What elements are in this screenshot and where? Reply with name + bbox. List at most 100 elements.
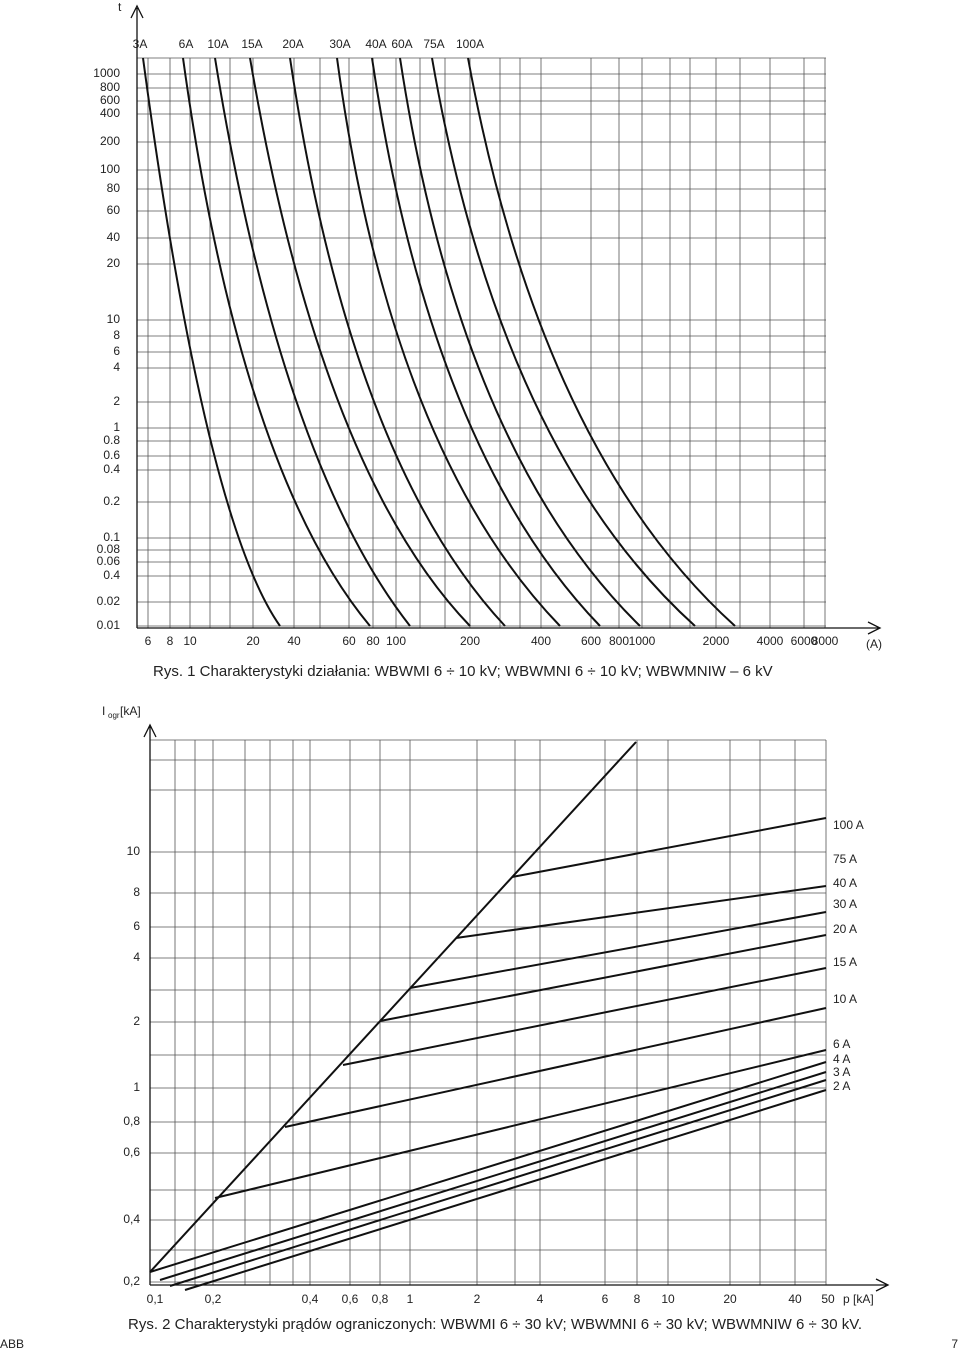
y-tick-label: 40 (107, 230, 121, 244)
axis-unit: p [kA] (843, 1292, 874, 1306)
curve (289, 57, 506, 627)
y-tick-label: 20 (107, 256, 121, 270)
curve-label: 4 A (833, 1052, 850, 1066)
x-tick-label: 40 (788, 1292, 802, 1306)
axis-unit: [kA] (120, 704, 141, 718)
axis-unit: (A) (866, 637, 882, 651)
curve (149, 741, 637, 1273)
curve (336, 57, 561, 627)
x-tick-label: 80 (366, 634, 380, 648)
curve-label: 3A (133, 37, 148, 51)
curve (431, 57, 696, 627)
y-tick-label: 1 (133, 1080, 140, 1094)
curve-label: 6 A (833, 1037, 850, 1051)
x-tick-label: 8000 (812, 634, 839, 648)
x-tick-label: 0,2 (205, 1292, 222, 1306)
curve-label: 20A (282, 37, 303, 51)
grid (136, 57, 827, 1285)
y-tick-label: 0.02 (97, 594, 121, 608)
y-tick-label: 400 (100, 106, 120, 120)
x-tick-label: 40 (287, 634, 301, 648)
y-tick-label: 200 (100, 134, 120, 148)
curve-label: 40 A (833, 876, 857, 890)
curve-label: 40A (365, 37, 386, 51)
curve-label: 15A (241, 37, 262, 51)
y-tick-label: 0,6 (123, 1145, 140, 1159)
y-tick-label: 0.2 (103, 494, 120, 508)
curve (182, 57, 371, 627)
x-tick-label: 2 (474, 1292, 481, 1306)
curve-label: 75 A (833, 852, 857, 866)
x-tick-label: 0,1 (147, 1292, 164, 1306)
y-tick-label: 80 (107, 181, 121, 195)
x-tick-label: 0,6 (342, 1292, 359, 1306)
curve-label: 100 A (833, 818, 864, 832)
x-tick-label: 4000 (757, 634, 784, 648)
y-tick-label: 4 (113, 360, 120, 374)
y-tick-label: 0,4 (123, 1212, 140, 1226)
y-tick-label: 10 (107, 312, 121, 326)
curves (142, 57, 827, 1291)
axis-title: t (118, 0, 122, 14)
curve (214, 817, 827, 1199)
x-tick-label: 6000 (791, 634, 818, 648)
x-tick-label: 20 (246, 634, 260, 648)
axis-title: I (102, 704, 105, 718)
y-tick-label: 800 (100, 80, 120, 94)
y-tick-label: 0.1 (103, 530, 120, 544)
y-tick-label: 0.4 (103, 568, 120, 582)
y-tick-label: 10 (127, 844, 141, 858)
curve-label: 3 A (833, 1065, 850, 1079)
x-tick-label: 6 (602, 1292, 609, 1306)
x-tick-label: 0,8 (372, 1292, 389, 1306)
y-tick-label: 0,2 (123, 1274, 140, 1288)
axes (130, 4, 890, 1292)
x-tick-label: 6 (145, 634, 152, 648)
curve-label: 2 A (833, 1079, 850, 1093)
y-tick-label: 6 (113, 344, 120, 358)
y-tick-label: 0.06 (97, 554, 121, 568)
x-tick-label: 20 (723, 1292, 737, 1306)
x-tick-label: 1 (407, 1292, 414, 1306)
y-tick-label: 0.8 (103, 433, 120, 447)
y-tick-label: 8 (113, 328, 120, 342)
y-tick-label: 0.6 (103, 448, 120, 462)
curve (149, 1061, 827, 1291)
y-tick-label: 0,8 (123, 1114, 140, 1128)
footer-right: 7 (951, 1337, 958, 1351)
y-tick-label: 1000 (93, 66, 120, 80)
footer-left: ABB (0, 1337, 24, 1351)
curve-label: 20 A (833, 922, 857, 936)
x-tick-label: 8 (167, 634, 174, 648)
y-tick-label: 1 (113, 420, 120, 434)
y-tick-label: 0.08 (97, 542, 121, 556)
curve (142, 57, 281, 627)
y-tick-label: 6 (133, 919, 140, 933)
curve-label: 100A (456, 37, 484, 51)
curve-label: 15 A (833, 955, 857, 969)
x-tick-label: 50 (821, 1292, 835, 1306)
x-tick-label: 10 (183, 634, 197, 648)
caption: Rys. 1 Charakterystyki działania: WBWMI … (153, 663, 773, 680)
y-tick-label: 2 (113, 394, 120, 408)
y-tick-label: 100 (100, 162, 120, 176)
x-tick-label: 400 (531, 634, 551, 648)
axis (130, 4, 144, 628)
curve (249, 57, 471, 627)
y-tick-label: 4 (133, 950, 140, 964)
curve-label: 10A (207, 37, 228, 51)
x-tick-label: 200 (460, 634, 480, 648)
y-tick-label: 8 (133, 885, 140, 899)
axis (143, 723, 157, 1285)
x-tick-label: 100 (386, 634, 406, 648)
x-tick-label: 4 (537, 1292, 544, 1306)
x-tick-label: 10 (661, 1292, 675, 1306)
x-tick-label: 1000 (629, 634, 656, 648)
curve-label: 6A (179, 37, 194, 51)
curve-label: 30 A (833, 897, 857, 911)
y-tick-label: 0.4 (103, 462, 120, 476)
curve-label: 75A (423, 37, 444, 51)
x-tick-label: 2000 (703, 634, 730, 648)
